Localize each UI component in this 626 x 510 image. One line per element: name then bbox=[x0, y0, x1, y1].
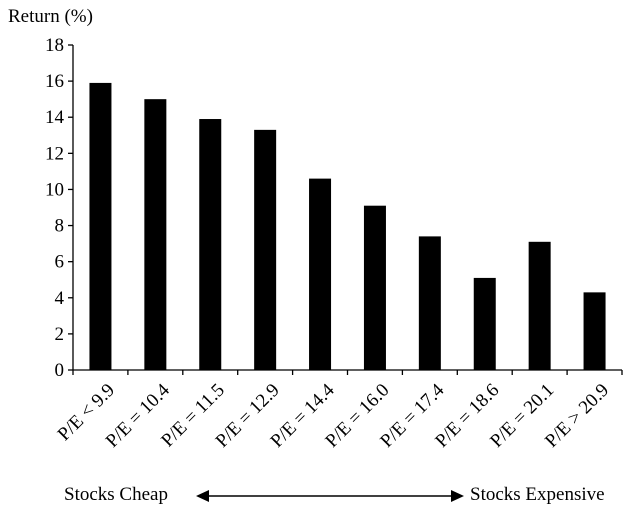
y-axis-label: Return (%) bbox=[8, 6, 93, 27]
y-tick-label: 6 bbox=[55, 252, 65, 273]
y-tick-label: 0 bbox=[55, 360, 65, 381]
bar-1 bbox=[89, 82, 112, 371]
y-axis: 0 2 4 6 8 10 12 14 16 18 bbox=[45, 35, 74, 381]
bar-2 bbox=[144, 99, 167, 371]
bar-6 bbox=[363, 205, 386, 370]
bar-9 bbox=[528, 241, 551, 370]
bars bbox=[89, 82, 606, 371]
bar-3 bbox=[199, 119, 222, 371]
y-tick-label: 14 bbox=[45, 107, 65, 128]
bar-5 bbox=[309, 178, 332, 370]
y-tick-label: 4 bbox=[55, 288, 65, 309]
stocks-cheap-label: Stocks Cheap bbox=[64, 484, 168, 505]
bar-10 bbox=[583, 292, 606, 370]
y-tick-label: 18 bbox=[45, 35, 64, 56]
y-tick-label: 12 bbox=[45, 143, 64, 164]
bar-4 bbox=[254, 129, 277, 370]
y-tick-label: 10 bbox=[45, 179, 64, 200]
stocks-expensive-label: Stocks Expensive bbox=[470, 484, 605, 505]
y-tick-label: 16 bbox=[45, 71, 64, 92]
y-tick-label: 8 bbox=[55, 216, 65, 237]
y-tick-label: 2 bbox=[55, 324, 65, 345]
bar-8 bbox=[473, 277, 496, 370]
bar-7 bbox=[418, 236, 441, 370]
